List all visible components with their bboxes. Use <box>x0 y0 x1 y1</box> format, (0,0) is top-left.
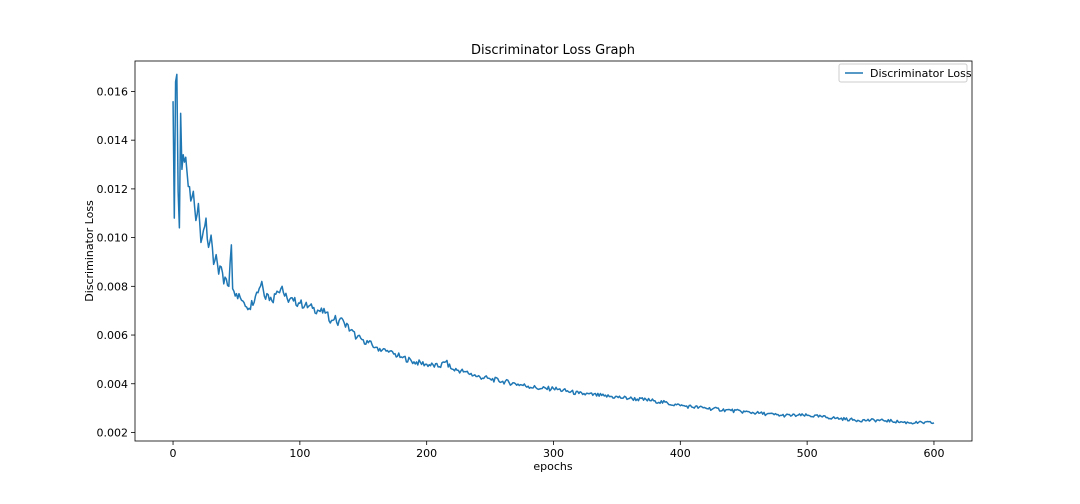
x-tick-label: 400 <box>670 447 691 460</box>
y-tick-label: 0.004 <box>97 378 129 391</box>
x-tick-label: 600 <box>923 447 944 460</box>
series-line-0 <box>172 73 935 425</box>
legend-box <box>838 63 968 83</box>
y-tick-label: 0.006 <box>97 329 129 342</box>
chart-title: Discriminator Loss Graph <box>471 43 635 58</box>
y-tick-label: 0.010 <box>97 232 129 245</box>
x-tick-label: 500 <box>797 447 818 460</box>
y-tick-label: 0.002 <box>97 426 129 439</box>
plot-area <box>134 60 973 442</box>
axis-ticks: 0 100 200 300 400 500 600 0.002 0.004 0.006 0.008 0… <box>97 85 945 460</box>
y-tick-label: 0.014 <box>97 134 129 147</box>
x-tick-label: 200 <box>416 447 437 460</box>
axes-frame <box>134 60 973 442</box>
x-tick-label: 0 <box>170 447 177 460</box>
y-tick-label: 0.012 <box>97 183 129 196</box>
y-tick-label: 0.016 <box>97 85 129 98</box>
legend: Discriminator Loss <box>838 63 972 83</box>
y-axis-label: Discriminator Loss <box>83 200 96 302</box>
y-tick-label: 0.008 <box>97 280 129 293</box>
x-tick-label: 100 <box>289 447 310 460</box>
x-axis-label: epochs <box>533 460 572 473</box>
legend-label: Discriminator Loss <box>870 67 972 80</box>
x-tick-label: 300 <box>543 447 564 460</box>
